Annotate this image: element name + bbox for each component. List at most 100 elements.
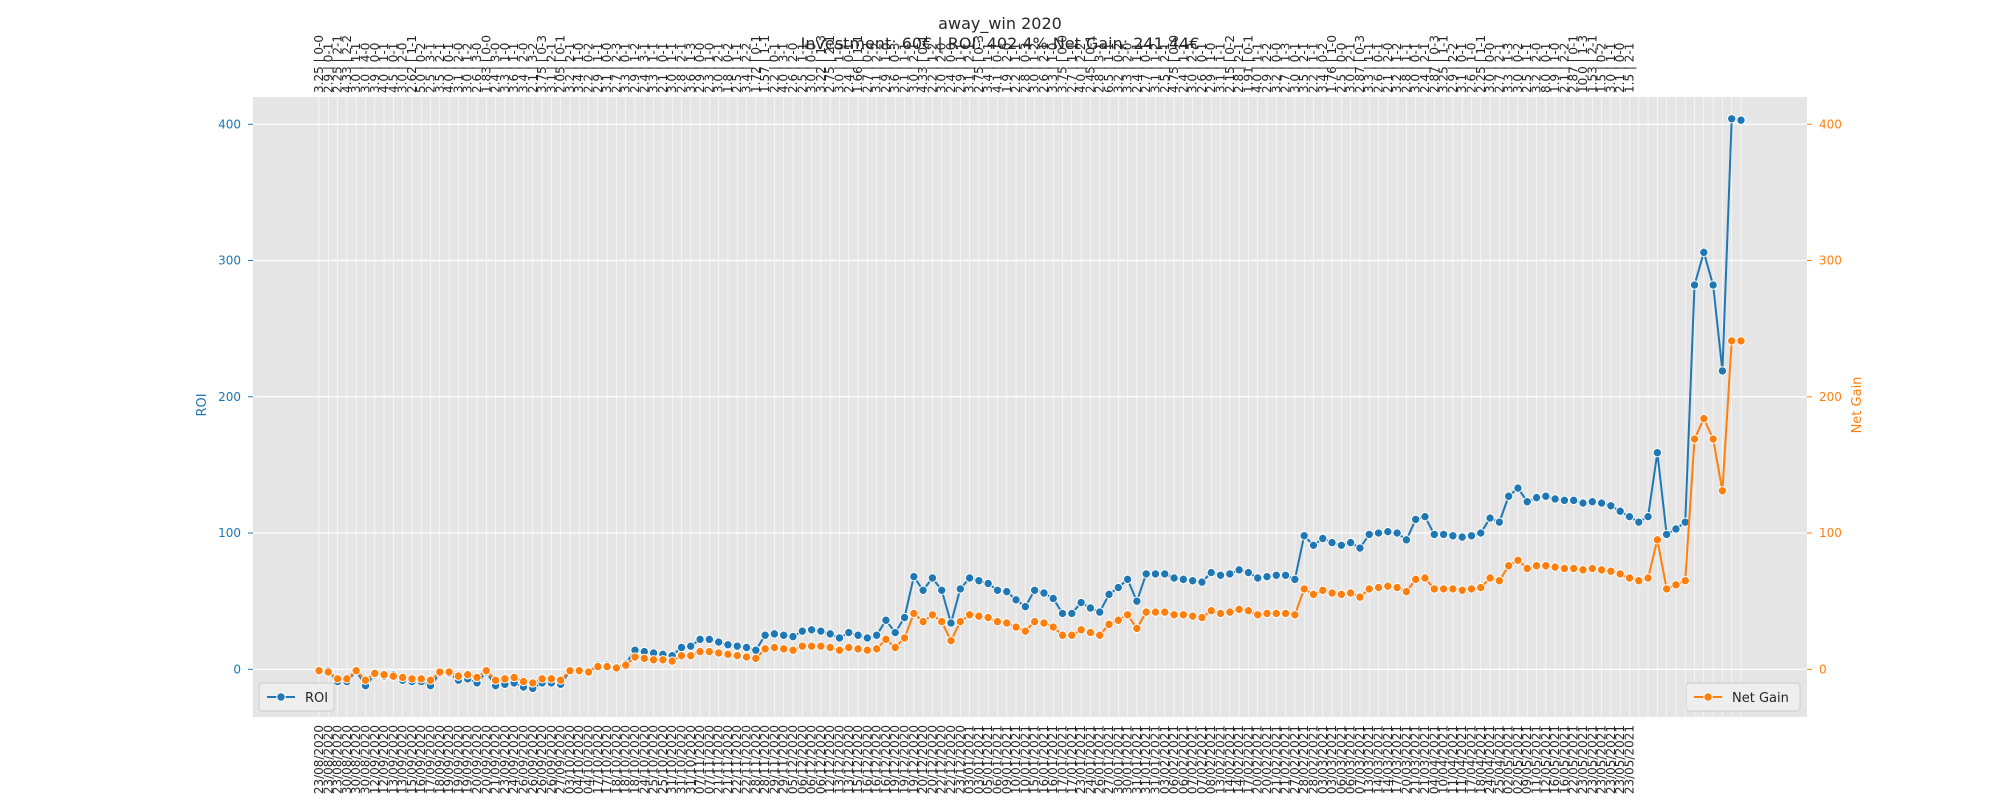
- x-tick-label-top: 3.0 | 2-1: [712, 43, 726, 93]
- x-tick-label-top: 2.2 | 0-2: [582, 43, 596, 93]
- y-tick-label-left: 400: [218, 117, 241, 131]
- point-net-gain: [1308, 589, 1319, 600]
- x-tick-label-top: 3.6 | 1-1: [507, 43, 521, 93]
- plot-area: [253, 97, 1807, 717]
- x-tick-label-top: 3.4 | 1-0: [572, 43, 586, 93]
- x-tick-label-top: 2.8 | 1-1: [1399, 43, 1413, 93]
- x-tick-label: 18/09/2020: [433, 725, 447, 794]
- point-net-gain: [899, 633, 910, 643]
- x-tick-label-top: 2.6 | 2-1: [1037, 43, 1051, 93]
- x-tick-label: 17/10/2020: [591, 725, 605, 794]
- x-tick-label: 19/12/2020: [907, 725, 921, 794]
- point-roi: [1661, 529, 1672, 540]
- x-tick-label: 22/11/2020: [740, 725, 754, 794]
- x-tick-label: 09/01/2021: [1000, 725, 1014, 794]
- point-net-gain: [621, 660, 631, 670]
- point-net-gain: [1699, 413, 1709, 424]
- x-tick-label: 30/08/2020: [340, 725, 354, 794]
- x-tick-label: 31/10/2020: [674, 725, 688, 794]
- x-tick-label-top: 3.4 | 0-2: [1316, 43, 1330, 93]
- point-net-gain: [397, 672, 408, 683]
- point-net-gain: [1029, 616, 1040, 627]
- point-roi: [1160, 569, 1170, 579]
- point-roi: [1466, 531, 1477, 541]
- point-net-gain: [1485, 573, 1495, 583]
- x-tick-label-top: 2.7 | 1-1: [1065, 43, 1079, 93]
- point-roi: [1596, 498, 1607, 508]
- x-tick-label-top: 3.0 | 1-2: [461, 43, 475, 93]
- x-tick-label: 22/12/2020: [935, 725, 949, 794]
- point-net-gain: [351, 665, 361, 676]
- x-tick-label-top: 2.2 | 0-1: [767, 43, 781, 93]
- x-tick-label-top: 2.4 | 2-1: [1418, 43, 1432, 93]
- point-net-gain: [1225, 607, 1235, 617]
- x-tick-label-top: 2.6 | 3-0: [470, 43, 484, 93]
- x-tick-label: 17/02/2021: [1241, 725, 1255, 794]
- x-tick-label: 22/11/2020: [730, 725, 744, 794]
- point-roi: [1383, 526, 1393, 537]
- point-net-gain: [723, 649, 733, 660]
- x-tick-label-top: 2.87 | 0-3: [1353, 35, 1367, 93]
- point-net-gain: [1578, 565, 1588, 575]
- point-roi: [741, 642, 752, 653]
- x-tick-label: 21/02/2021: [1279, 725, 1293, 794]
- point-net-gain: [593, 661, 603, 672]
- x-tick-label: 22/12/2020: [944, 725, 958, 794]
- point-net-gain: [955, 616, 965, 627]
- point-net-gain: [1383, 581, 1393, 591]
- point-roi: [1494, 517, 1505, 527]
- x-tick-label-top: 4.33 | 2-2: [340, 35, 354, 93]
- point-net-gain: [314, 665, 324, 676]
- x-tick-label-top: 1.5 | 2-1: [1622, 43, 1636, 93]
- point-net-gain: [639, 653, 649, 664]
- point-net-gain: [788, 645, 798, 655]
- y-axis-label-right: Net Gain: [1850, 377, 1865, 434]
- point-roi: [1736, 115, 1746, 125]
- point-net-gain: [658, 655, 668, 665]
- x-tick-label-top: 2.9 | 0-1: [321, 43, 335, 93]
- point-net-gain: [909, 608, 919, 619]
- point-net-gain: [1039, 618, 1049, 628]
- y-ticks-left: 0 100 200 300 400: [218, 117, 253, 676]
- point-net-gain: [1643, 573, 1653, 583]
- point-net-gain: [686, 650, 696, 661]
- x-tick-label-top: 2.1 | 0-1: [656, 43, 670, 93]
- point-roi: [1522, 497, 1532, 507]
- x-tick-label-top: 3.1 | 2-1: [544, 43, 558, 93]
- point-roi: [1699, 247, 1709, 258]
- x-tick-label-top: 3.0 | 0-1: [1409, 43, 1423, 93]
- point-net-gain: [1411, 574, 1421, 585]
- x-tick-label-top: 3.5 | 2-1: [1297, 43, 1311, 93]
- x-tick-label-top: 2.6 | 1-0: [1464, 43, 1478, 93]
- point-roi: [964, 573, 975, 583]
- point-roi: [1717, 366, 1728, 376]
- point-roi: [1364, 529, 1374, 540]
- x-tick-label: 27/02/2021: [1288, 725, 1302, 794]
- x-tick-label: 30/01/2021: [1111, 725, 1125, 794]
- x-tick-label-top: 3.1 | 2-0: [451, 43, 465, 93]
- x-tick-label: 20/02/2021: [1251, 725, 1265, 794]
- x-tick-label: 30/08/2020: [358, 725, 372, 794]
- point-net-gain: [1569, 563, 1579, 574]
- point-roi: [1689, 280, 1700, 290]
- point-roi: [704, 634, 715, 645]
- x-tick-label-top: 2.7 | 2-3: [609, 43, 623, 93]
- point-net-gain: [1736, 336, 1746, 346]
- point-net-gain: [732, 650, 742, 661]
- x-tick-label-top: 2.4 | 0-0: [944, 43, 958, 93]
- point-net-gain: [1355, 592, 1365, 602]
- x-tick-label-top: 3.3 | 2-0: [1121, 43, 1135, 93]
- x-tick-label: 13/12/2020: [832, 725, 846, 794]
- x-tick-label: 17/04/2021: [1464, 725, 1478, 794]
- x-tick-label: 03/10/2020: [563, 725, 577, 794]
- x-tick-label: 21/11/2020: [721, 725, 735, 794]
- legend-net-gain: Net Gain: [1685, 682, 1801, 712]
- x-tick-label: 10/01/2021: [1009, 725, 1023, 794]
- x-tick-label: 03/03/2021: [1316, 725, 1330, 794]
- x-tick-label-top: 2.7 | 2-1: [1492, 43, 1506, 93]
- x-tick-label-top: 2.9 | 1-0: [879, 43, 893, 93]
- point-roi: [1141, 569, 1151, 579]
- x-tick-label: 24/09/2020: [507, 725, 521, 794]
- point-net-gain: [667, 656, 677, 666]
